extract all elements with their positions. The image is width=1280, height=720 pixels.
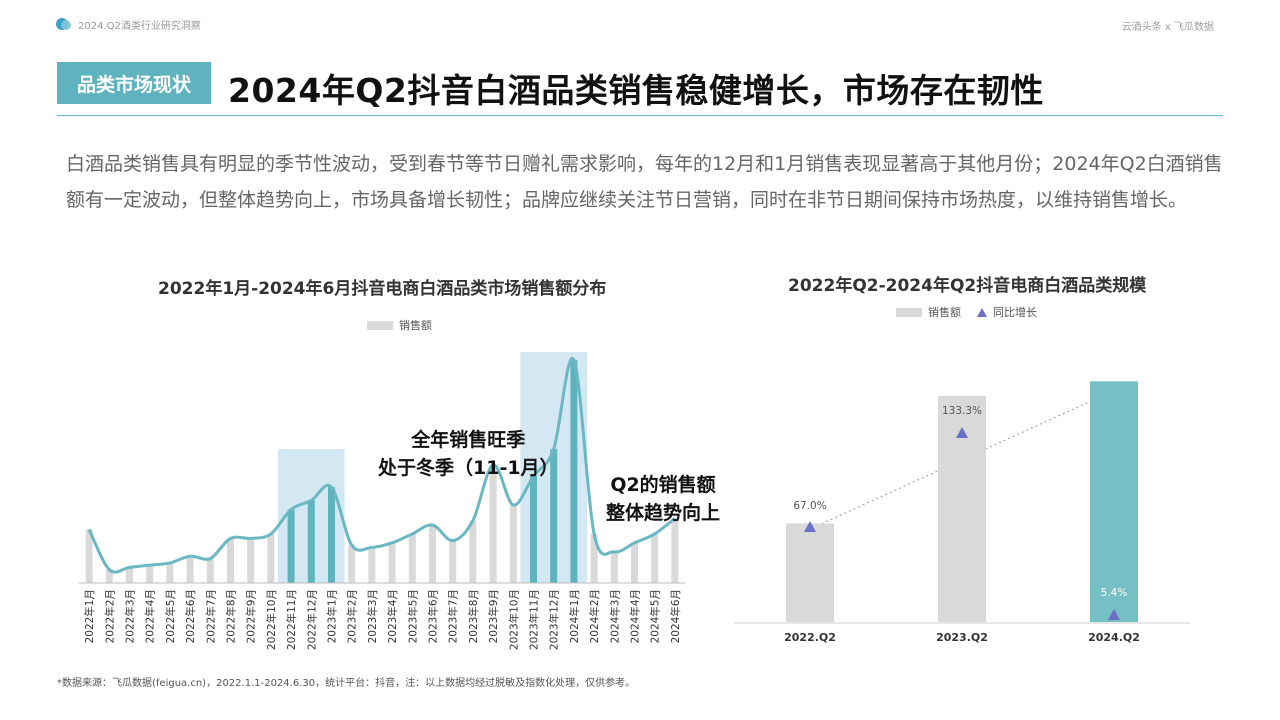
x-tick-label: 2023年7月 xyxy=(447,589,460,643)
sales-bar xyxy=(348,545,356,583)
x-tick-label: 2024年4月 xyxy=(629,589,642,643)
sales-bar xyxy=(227,538,234,583)
x-tick-label: 2023年2月 xyxy=(346,589,359,643)
sales-bar xyxy=(429,525,436,583)
sales-bar xyxy=(328,487,335,583)
q2-trend-line2: 整体趋势向上 xyxy=(606,502,721,524)
x-tick-label: 2022年7月 xyxy=(204,589,217,643)
legend-swatch-sales-q xyxy=(896,307,922,317)
section-tag: 品类市场现状 xyxy=(57,62,211,104)
sales-bar xyxy=(489,464,497,583)
intro-paragraph: 白酒品类销售具有明显的季节性波动，受到春节等节日赠礼需求影响，每年的12月和1月… xyxy=(66,153,1223,211)
x-tick-label: 2022年11月 xyxy=(285,589,298,650)
sales-bar xyxy=(590,533,598,583)
report-header: 2024.Q2酒类行业研究洞察 xyxy=(56,16,201,32)
sales-bar xyxy=(267,533,275,583)
sales-bar xyxy=(126,567,133,583)
sales-bar xyxy=(368,547,376,583)
legend-label-sales: 销售额 xyxy=(399,319,432,332)
quarterly-chart-legend: 销售额 同比增长 xyxy=(896,304,1037,320)
quarter-tick-label: 2022.Q2 xyxy=(784,631,836,644)
sales-bar xyxy=(408,533,416,583)
growth-marker-triangle xyxy=(1108,609,1120,620)
growth-marker-triangle xyxy=(956,427,968,438)
brand-logo-icon xyxy=(56,16,72,32)
sales-trend-line xyxy=(87,356,676,574)
q2-trend-annotation: Q2的销售额 整体趋势向上 xyxy=(606,471,720,527)
x-tick-label: 2024年2月 xyxy=(588,589,601,643)
x-tick-label: 2023年10月 xyxy=(507,589,520,650)
x-tick-label: 2023年12月 xyxy=(548,589,561,650)
sales-bar xyxy=(146,565,154,583)
x-tick-label: 2023年11月 xyxy=(528,589,541,650)
quarter-tick-label: 2023.Q2 xyxy=(936,631,988,644)
x-tick-label: 2022年4月 xyxy=(144,589,157,643)
x-tick-label: 2022年1月 xyxy=(83,589,96,643)
monthly-chart-title: 2022年1月-2024年6月抖音电商白酒品类市场销售额分布 xyxy=(158,279,607,299)
x-tick-label: 2023年5月 xyxy=(406,589,419,643)
legend-label-sales-q: 销售额 xyxy=(928,306,961,319)
x-tick-label: 2024年1月 xyxy=(568,589,581,643)
sales-bar xyxy=(247,538,255,583)
x-tick-label: 2022年9月 xyxy=(245,589,258,643)
sales-bar xyxy=(570,360,578,583)
x-tick-label: 2024年6月 xyxy=(669,589,682,643)
x-tick-label: 2022年6月 xyxy=(184,589,197,643)
quarter-sales-bar xyxy=(786,523,834,622)
x-tick-label: 2024年5月 xyxy=(649,589,662,643)
peak-season-annotation: 全年销售旺季 处于冬季（11-1月） xyxy=(378,426,559,482)
x-tick-label: 2023年1月 xyxy=(326,589,339,643)
growth-label: 5.4% xyxy=(1101,587,1128,599)
peak-season-line2: 处于冬季（11-1月） xyxy=(378,457,559,479)
title-divider xyxy=(57,115,1223,116)
sales-bar xyxy=(388,542,396,583)
x-tick-label: 2022年2月 xyxy=(103,589,116,643)
sales-bar xyxy=(105,569,113,583)
peak-season-line1: 全年销售旺季 xyxy=(411,429,526,451)
sales-bar xyxy=(469,520,477,583)
growth-label: 133.3% xyxy=(942,405,982,417)
sales-bar xyxy=(651,533,659,583)
sales-bar xyxy=(550,449,558,583)
sales-bar xyxy=(610,551,618,583)
x-tick-label: 2023年9月 xyxy=(487,589,500,643)
report-label: 2024.Q2酒类行业研究洞察 xyxy=(78,20,201,32)
x-tick-label: 2024年3月 xyxy=(608,589,621,643)
source-brand: 云酒头条 x 飞瓜数据 xyxy=(1121,22,1214,33)
sales-bar xyxy=(307,500,315,583)
sales-bar xyxy=(206,558,214,583)
monthly-chart-legend: 销售额 xyxy=(367,317,432,333)
x-tick-label: 2023年6月 xyxy=(427,589,440,643)
sales-bar xyxy=(631,542,638,583)
x-tick-label: 2022年3月 xyxy=(124,589,137,643)
sales-bar xyxy=(186,556,194,583)
growth-label: 67.0% xyxy=(793,500,826,512)
sales-bar xyxy=(166,562,174,583)
x-tick-label: 2023年4月 xyxy=(386,589,399,643)
x-tick-label: 2022年10月 xyxy=(265,589,278,650)
sales-bar xyxy=(530,475,537,583)
sales-bar xyxy=(509,504,517,583)
x-tick-label: 2022年8月 xyxy=(225,589,238,643)
x-tick-label: 2022年12月 xyxy=(305,589,318,650)
sales-bar xyxy=(449,540,457,583)
quarter-tick-label: 2024.Q2 xyxy=(1088,631,1140,644)
page-title: 2024年Q2抖音白酒品类销售稳健增长，市场存在韧性 xyxy=(228,71,1044,110)
quarterly-chart-title: 2022年Q2-2024年Q2抖音电商白酒品类规模 xyxy=(788,276,1147,296)
sales-bar xyxy=(671,518,679,583)
legend-label-growth: 同比增长 xyxy=(993,306,1037,319)
data-source-footnote: *数据来源：飞瓜数据(feigua.cn)，2022.1.1-2024.6.30… xyxy=(57,678,636,689)
sales-bar xyxy=(287,509,295,583)
q2-trend-line1: Q2的销售额 xyxy=(610,474,716,496)
legend-triangle-icon xyxy=(977,307,987,317)
legend-swatch-sales xyxy=(367,320,393,330)
sales-bar xyxy=(85,529,93,583)
x-tick-label: 2023年3月 xyxy=(366,589,379,643)
quarter-sales-bar xyxy=(1090,381,1138,622)
x-tick-label: 2023年8月 xyxy=(467,589,480,643)
growth-marker-triangle xyxy=(804,521,816,532)
x-tick-label: 2022年5月 xyxy=(164,589,177,643)
